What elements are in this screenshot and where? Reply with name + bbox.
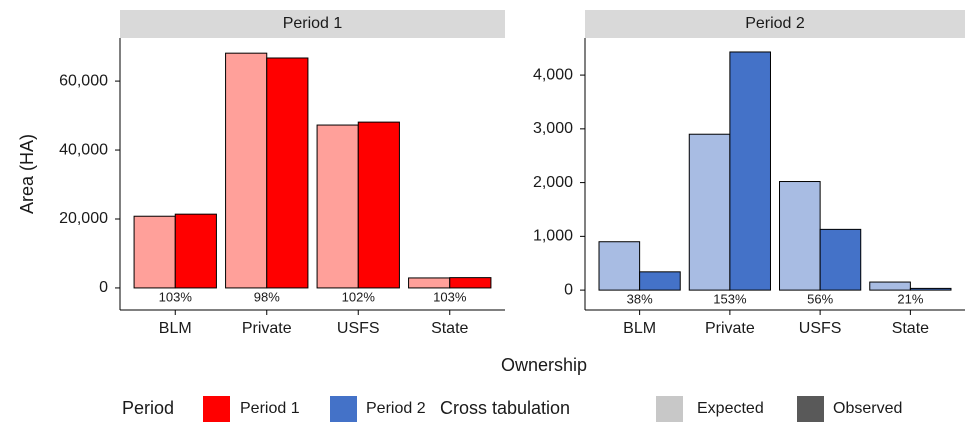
ratio-label: 153% [713,292,747,307]
legend-label: Observed [833,400,902,417]
bar [598,241,641,291]
x-axis-label: Ownership [501,355,587,375]
bar [729,51,771,291]
bar [316,124,359,289]
y-tick-label: 60,000 [59,72,108,89]
ratio-label: 102% [342,289,376,304]
y-axis-label: Area (HA) [17,134,37,214]
bar [174,213,217,289]
ratio-label: 103% [159,289,193,304]
x-tick-label: State [431,320,468,337]
bar [909,287,952,291]
bar [449,277,492,289]
bar [225,52,268,289]
y-tick-label: 0 [99,279,108,296]
bar [639,271,681,291]
bar [133,215,176,289]
legend-label: Expected [697,400,764,417]
y-tick-label: 40,000 [59,141,108,158]
y-tick-label: 4,000 [533,66,573,83]
legend-key [656,396,683,422]
legend-label: Period 1 [240,400,300,417]
y-tick-label: 3,000 [533,120,573,137]
x-tick-label: BLM [159,320,192,337]
y-tick-label: 20,000 [59,210,108,227]
ratio-label: 21% [897,292,923,307]
ratio-label: 38% [627,292,653,307]
bar [869,281,911,291]
legend-title: Period [122,398,174,418]
y-tick-label: 2,000 [533,174,573,191]
bar [357,121,400,289]
bar [266,57,309,289]
ratio-label: 56% [807,292,833,307]
legend-key [330,396,357,422]
x-tick-label: USFS [799,320,842,337]
x-tick-label: Private [705,320,755,337]
bar [779,181,821,291]
ratio-label: 98% [254,289,280,304]
bar [688,133,731,291]
panel-title: Period 1 [283,15,343,32]
x-tick-label: BLM [623,320,656,337]
bar [408,277,451,289]
x-tick-label: USFS [337,320,380,337]
legend-key [797,396,824,422]
x-tick-label: State [892,320,929,337]
legend-key [203,396,230,422]
ratio-label: 103% [433,289,467,304]
legend-label: Period 2 [366,400,426,417]
y-tick-label: 1,000 [533,228,573,245]
legend-title: Cross tabulation [440,398,570,418]
x-tick-label: Private [242,320,292,337]
strip [585,10,965,38]
strip [120,10,505,38]
bar [819,228,862,291]
panel-title: Period 2 [745,15,805,32]
y-tick-label: 0 [564,281,573,298]
